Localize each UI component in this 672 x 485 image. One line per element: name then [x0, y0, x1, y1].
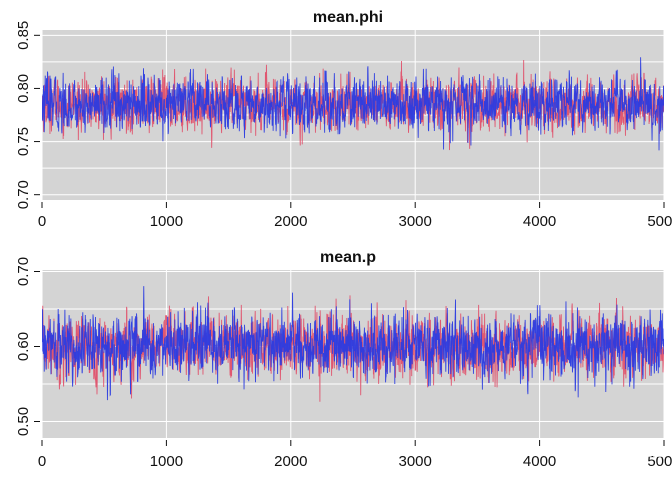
x-tick-label: 2000 — [274, 453, 307, 470]
series-trace-1 — [42, 57, 664, 151]
x-tick-label: 3000 — [399, 453, 432, 470]
x-tick-label: 0 — [38, 213, 46, 230]
y-tick-label: 0.60 — [15, 332, 32, 361]
x-tick-label: 0 — [38, 453, 46, 470]
panel-title: mean.p — [320, 249, 376, 266]
x-tick-label: 1000 — [150, 213, 183, 230]
y-tick-label: 0.80 — [15, 74, 32, 103]
panel-title: mean.phi — [313, 9, 383, 26]
y-tick-label: 0.85 — [15, 21, 32, 50]
x-tick-label: 3000 — [399, 213, 432, 230]
y-tick-label: 0.70 — [15, 180, 32, 209]
x-tick-label: 1000 — [150, 453, 183, 470]
x-tick-label: 4000 — [523, 453, 556, 470]
y-tick-label: 0.70 — [15, 257, 32, 286]
y-tick-label: 0.50 — [15, 407, 32, 436]
x-tick-label: 4000 — [523, 213, 556, 230]
y-tick-label: 0.75 — [15, 127, 32, 156]
watermark: @稀土掘金技术社区 — [555, 445, 664, 459]
series-trace-1 — [42, 286, 664, 401]
x-tick-label: 2000 — [274, 213, 307, 230]
